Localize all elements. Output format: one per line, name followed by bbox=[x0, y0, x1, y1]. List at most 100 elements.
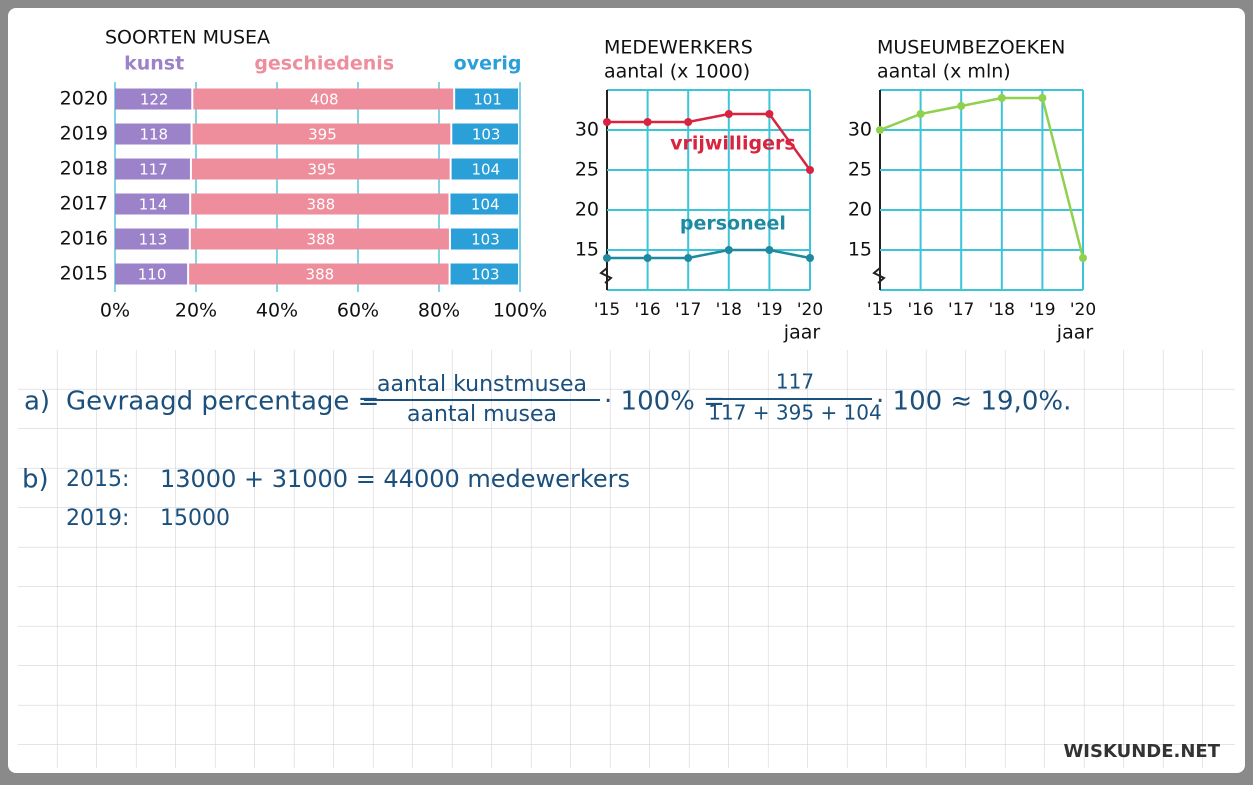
x-tick-label: '15 bbox=[594, 300, 620, 320]
point bbox=[724, 246, 733, 254]
note-text: 117 + 395 + 104 bbox=[708, 401, 881, 425]
note-text: Gevraagd percentage = bbox=[66, 387, 379, 417]
note-text: 2019: bbox=[66, 506, 129, 531]
point bbox=[684, 118, 693, 126]
point bbox=[603, 118, 611, 126]
y-tick-label: 25 bbox=[848, 159, 872, 181]
note-text: aantal kunstmusea bbox=[377, 372, 587, 397]
x-axis-label: jaar bbox=[783, 322, 821, 344]
y-tick-label: 2015 bbox=[60, 263, 108, 285]
x-tick-label: '18 bbox=[989, 300, 1015, 320]
bar-segment bbox=[455, 88, 518, 110]
point bbox=[724, 110, 733, 118]
point bbox=[765, 110, 774, 118]
y-tick-label: 20 bbox=[848, 199, 872, 221]
x-tick-label: 60% bbox=[337, 300, 379, 322]
note-text: · 100 ≈ 19,0%. bbox=[876, 387, 1071, 417]
series-label: vrijwilligers bbox=[670, 133, 796, 155]
data-label: 408 bbox=[310, 91, 339, 109]
data-label: 113 bbox=[139, 231, 168, 249]
bar-segment bbox=[189, 263, 449, 285]
axis-break bbox=[599, 267, 613, 284]
point bbox=[765, 246, 774, 254]
y-tick-label: 2020 bbox=[60, 88, 108, 110]
point bbox=[1038, 94, 1047, 102]
series-label: personeel bbox=[680, 213, 786, 235]
bar-segment bbox=[115, 263, 188, 285]
chart-title: SOORTEN MUSEA bbox=[105, 27, 270, 49]
data-label: 104 bbox=[471, 196, 500, 214]
point bbox=[916, 110, 925, 118]
legend-label: overig bbox=[454, 53, 522, 75]
series-line bbox=[607, 248, 811, 260]
bar-segment bbox=[191, 158, 450, 180]
note-label: a) bbox=[24, 387, 50, 417]
point bbox=[997, 94, 1006, 102]
legend-label: kunst bbox=[124, 53, 184, 75]
chart-title: MEDEWERKERS bbox=[604, 37, 753, 59]
y-tick-label: 15 bbox=[848, 239, 872, 261]
data-label: 117 bbox=[139, 161, 168, 179]
data-label: 388 bbox=[307, 231, 336, 249]
bar-segment bbox=[452, 123, 518, 145]
x-axis-label: jaar bbox=[1056, 322, 1094, 344]
data-label: 101 bbox=[473, 91, 502, 109]
data-label: 104 bbox=[471, 161, 500, 179]
bar-segment bbox=[115, 123, 191, 145]
chart-title: MUSEUMBEZOEKEN bbox=[877, 37, 1065, 59]
data-label: 122 bbox=[140, 91, 169, 109]
y-tick-label: 30 bbox=[848, 119, 872, 141]
point bbox=[1079, 254, 1087, 262]
data-label: 103 bbox=[471, 231, 500, 249]
x-tick-label: '18 bbox=[716, 300, 742, 320]
x-tick-label: '20 bbox=[797, 300, 823, 320]
note-text: · 100% = bbox=[604, 387, 725, 417]
footer: WISKUNDE.NET bbox=[1063, 741, 1220, 762]
point bbox=[806, 166, 814, 174]
x-tick-label: 80% bbox=[418, 300, 460, 322]
x-tick-label: '17 bbox=[675, 300, 701, 320]
y-tick-label: 15 bbox=[575, 239, 599, 261]
point bbox=[643, 118, 652, 126]
note-text: 2015: bbox=[66, 467, 129, 492]
bar-segment bbox=[115, 193, 190, 215]
y-tick-label: 20 bbox=[575, 199, 599, 221]
data-label: 110 bbox=[138, 266, 167, 284]
note-label: b) bbox=[22, 465, 49, 495]
series-line bbox=[607, 112, 812, 171]
x-tick-label: 100% bbox=[493, 300, 547, 322]
point bbox=[806, 254, 814, 262]
data-label: 103 bbox=[472, 126, 501, 144]
grid-paper bbox=[18, 350, 1235, 768]
bar-segment bbox=[191, 193, 449, 215]
axis-break bbox=[872, 267, 886, 284]
x-tick-label: 0% bbox=[100, 300, 130, 322]
bar-segment bbox=[450, 228, 518, 250]
x-tick-label: 40% bbox=[256, 300, 298, 322]
y-tick-label: 2018 bbox=[60, 158, 108, 180]
legend-label: geschiedenis bbox=[254, 53, 394, 75]
bar-segment bbox=[450, 263, 518, 285]
point bbox=[876, 126, 884, 134]
data-label: 395 bbox=[307, 161, 336, 179]
y-tick-label: 2016 bbox=[60, 228, 108, 250]
chart-subtitle: aantal (x mln) bbox=[877, 61, 1011, 83]
bar-segment bbox=[115, 158, 190, 180]
data-label: 103 bbox=[471, 266, 500, 284]
bar-segment bbox=[193, 88, 454, 110]
point bbox=[684, 254, 693, 262]
data-label: 118 bbox=[139, 126, 168, 144]
y-tick-label: 2017 bbox=[60, 193, 108, 215]
x-tick-label: '19 bbox=[1029, 300, 1055, 320]
data-label: 395 bbox=[308, 126, 337, 144]
bar-segment bbox=[450, 193, 518, 215]
note-text: aantal musea bbox=[407, 402, 557, 427]
data-label: 114 bbox=[139, 196, 168, 214]
bar-segment bbox=[190, 228, 449, 250]
bar-segment bbox=[451, 158, 518, 180]
x-tick-label: '19 bbox=[756, 300, 782, 320]
note-text: 13000 + 31000 = 44000 medewerkers bbox=[160, 465, 630, 493]
point bbox=[643, 254, 652, 262]
bar-segment bbox=[115, 88, 192, 110]
